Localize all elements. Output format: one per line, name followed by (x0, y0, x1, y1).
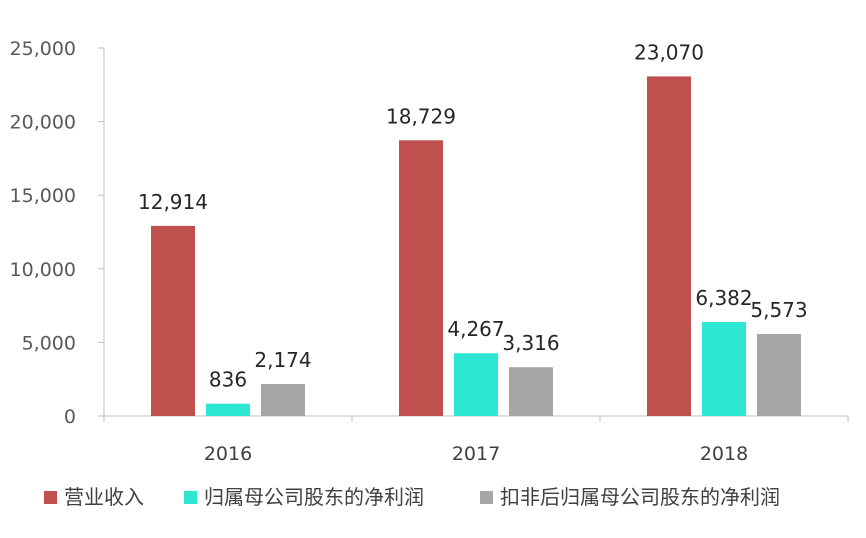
x-tick-label: 2017 (452, 443, 500, 465)
bar (647, 76, 691, 416)
data-labels-group: 12,914 18,729 23,070 836 4,267 6,382 2,174 3,31… (138, 40, 808, 391)
legend-label: 归属母公司股东的净利润 (204, 485, 424, 509)
x-tick-label: 2016 (204, 443, 252, 465)
x-tick-label: 2018 (700, 443, 748, 465)
legend-swatch (480, 491, 493, 504)
y-tick-label: 0 (64, 406, 76, 428)
legend-swatch (44, 491, 57, 504)
legend-swatch (184, 491, 197, 504)
y-tick-label: 15,000 (10, 185, 76, 207)
legend-label: 扣非后归属母公司股东的净利润 (500, 485, 780, 509)
data-label: 836 (209, 368, 247, 392)
bar (261, 383, 305, 416)
y-tick-label: 10,000 (10, 259, 76, 281)
bar (509, 367, 553, 416)
legend: 营业收入 归属母公司股东的净利润 扣非后归属母公司股东的净利润 (44, 485, 780, 509)
y-tick-label: 25,000 (10, 38, 76, 60)
bar (206, 403, 250, 416)
data-label: 4,267 (447, 317, 504, 341)
bar (399, 140, 443, 416)
data-label: 3,316 (502, 331, 559, 355)
bar (454, 353, 498, 416)
bar (702, 322, 746, 416)
x-axis: 2016 2017 2018 (103, 415, 849, 465)
data-label: 23,070 (634, 40, 704, 64)
y-tick-label: 5,000 (22, 332, 76, 354)
legend-label: 营业收入 (64, 485, 144, 509)
bar (757, 333, 801, 416)
y-axis: 0 5,000 10,000 15,000 20,000 25,000 (10, 38, 105, 428)
data-label: 5,573 (750, 298, 807, 322)
data-label: 6,382 (695, 286, 752, 310)
data-label: 2,174 (254, 348, 311, 372)
bars-group (151, 76, 801, 416)
data-label: 18,729 (386, 104, 456, 128)
data-label: 12,914 (138, 190, 208, 214)
y-tick-label: 20,000 (10, 112, 76, 134)
bar (151, 225, 195, 416)
